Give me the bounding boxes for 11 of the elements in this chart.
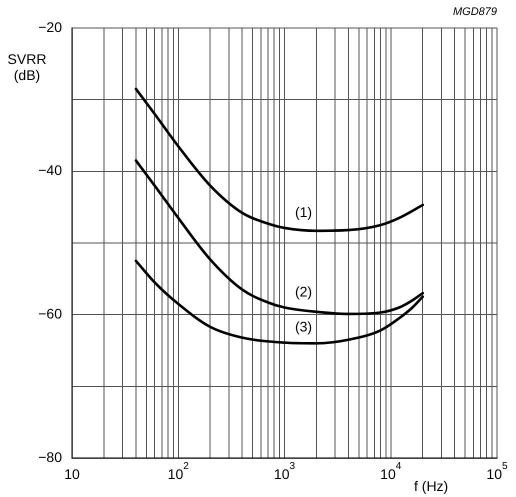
x-tick-label: 10 — [64, 466, 80, 482]
text: MGD879 — [452, 6, 497, 18]
series-label: (1) — [294, 204, 312, 220]
series-label: (3) — [294, 318, 312, 334]
y-axis-title: SVRR (dB) — [6, 51, 48, 83]
series-label: (2) — [294, 283, 312, 300]
y-tick-label: −60 — [38, 306, 62, 322]
y-tick-label: −80 — [38, 448, 62, 465]
y-tick-label: −20 — [38, 18, 62, 35]
y-tick-label: −40 — [38, 162, 62, 178]
x-axis-title: f (Hz) — [414, 478, 448, 494]
